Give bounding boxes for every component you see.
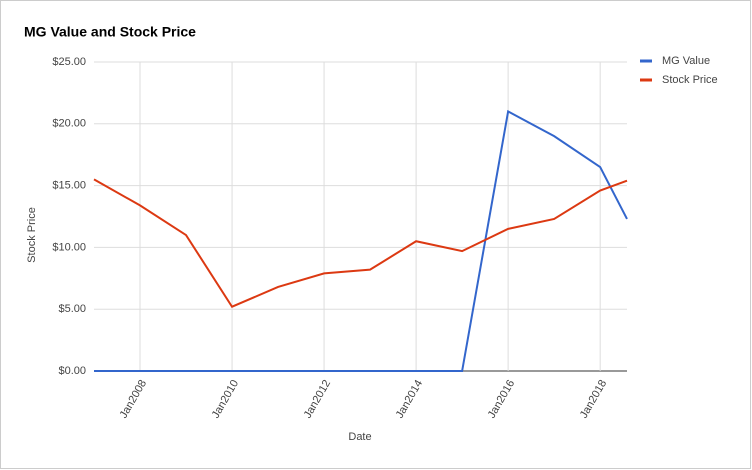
legend-label: MG Value (662, 55, 710, 67)
y-tick-label: $15.00 (52, 180, 86, 192)
y-tick-label: $25.00 (52, 56, 86, 68)
y-tick-label: $10.00 (52, 241, 86, 253)
series-line (94, 109, 628, 372)
y-tick-label: $5.00 (58, 303, 86, 315)
series-line (93, 178, 628, 308)
chart-title: MG Value and Stock Price (24, 24, 196, 40)
x-axis-label: Date (348, 431, 371, 443)
y-axis-label: Stock Price (26, 207, 38, 263)
y-tick-label: $0.00 (58, 365, 86, 377)
y-tick-label: $20.00 (52, 118, 86, 130)
legend-label: Stock Price (662, 74, 718, 86)
